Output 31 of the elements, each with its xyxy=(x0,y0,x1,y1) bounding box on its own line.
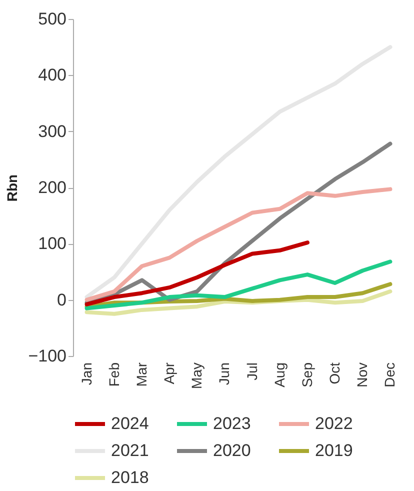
legend-label: 2019 xyxy=(315,441,353,460)
legend-label: 2021 xyxy=(111,441,149,460)
x-tick-label: Mar xyxy=(133,362,150,387)
x-tick-label: Sep xyxy=(298,362,315,388)
y-tick-label: −100 xyxy=(28,346,66,366)
x-tick-label: Oct xyxy=(326,362,343,384)
x-tick-label: Feb xyxy=(106,362,122,387)
y-tick-label: 400 xyxy=(38,66,66,85)
y-tick-label: 300 xyxy=(38,122,66,141)
line-series xyxy=(84,260,392,310)
x-tick-label: May xyxy=(188,362,205,389)
y-tick-label: 500 xyxy=(38,10,66,28)
x-tick-label: Dec xyxy=(382,362,398,388)
y-tick-label: 100 xyxy=(38,234,66,254)
x-tick-label: Apr xyxy=(161,362,178,384)
y-tick-label: 0 xyxy=(57,290,66,310)
legend-label: 2024 xyxy=(111,414,149,433)
x-tick-label: Nov xyxy=(354,362,370,388)
x-tick-label: Jun xyxy=(216,362,232,386)
x-tick-label: Aug xyxy=(271,362,288,388)
legend-label: 2018 xyxy=(111,468,149,487)
x-tick-label: Jul xyxy=(244,362,260,380)
line-series xyxy=(84,187,392,302)
line-series xyxy=(84,45,392,300)
legend-label: 2023 xyxy=(213,414,251,433)
x-tick-label: Jan xyxy=(78,362,94,386)
y-axis-title: Rbn xyxy=(4,174,20,202)
legend-label: 2022 xyxy=(315,414,353,433)
legend-label: 2020 xyxy=(213,441,251,460)
y-tick-label: 200 xyxy=(38,178,66,197)
line-series xyxy=(84,240,310,306)
